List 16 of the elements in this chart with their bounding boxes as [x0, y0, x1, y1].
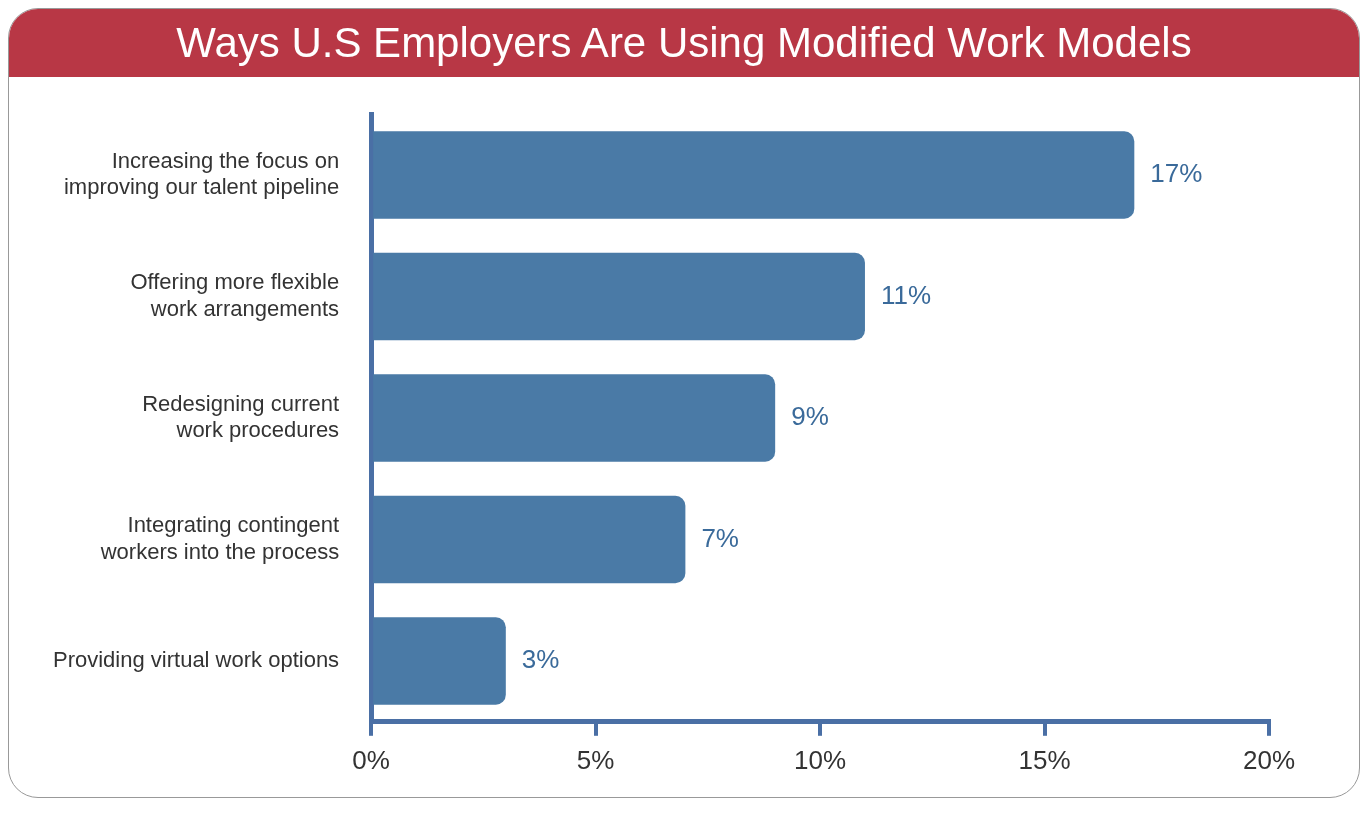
y-tick-label: Increasing the focus on improving our talent pipeline: [63, 147, 340, 200]
data-label: 3%: [521, 644, 560, 675]
y-tick-label: Offering more flexible work arrangements: [130, 269, 340, 321]
x-tick-label: 15%: [1018, 744, 1071, 775]
chart-title: Ways U.S Employers Are Using Modified Work Models: [9, 9, 1359, 77]
x-tick-label: 5%: [576, 744, 615, 775]
x-tick-label: 0%: [352, 744, 390, 775]
data-label: 7%: [701, 522, 739, 553]
data-label: 9%: [791, 401, 829, 432]
data-label: 17%: [1150, 158, 1203, 189]
y-tick-label: Providing virtual work options: [52, 647, 340, 673]
y-tick-label: Integrating contingent workers into the process: [99, 512, 340, 564]
data-label: 11%: [880, 279, 932, 310]
y-tick-label: Redesigning current work procedures: [142, 390, 340, 443]
x-tick-label: 20%: [1242, 744, 1296, 775]
x-tick-label: 10%: [794, 744, 847, 775]
